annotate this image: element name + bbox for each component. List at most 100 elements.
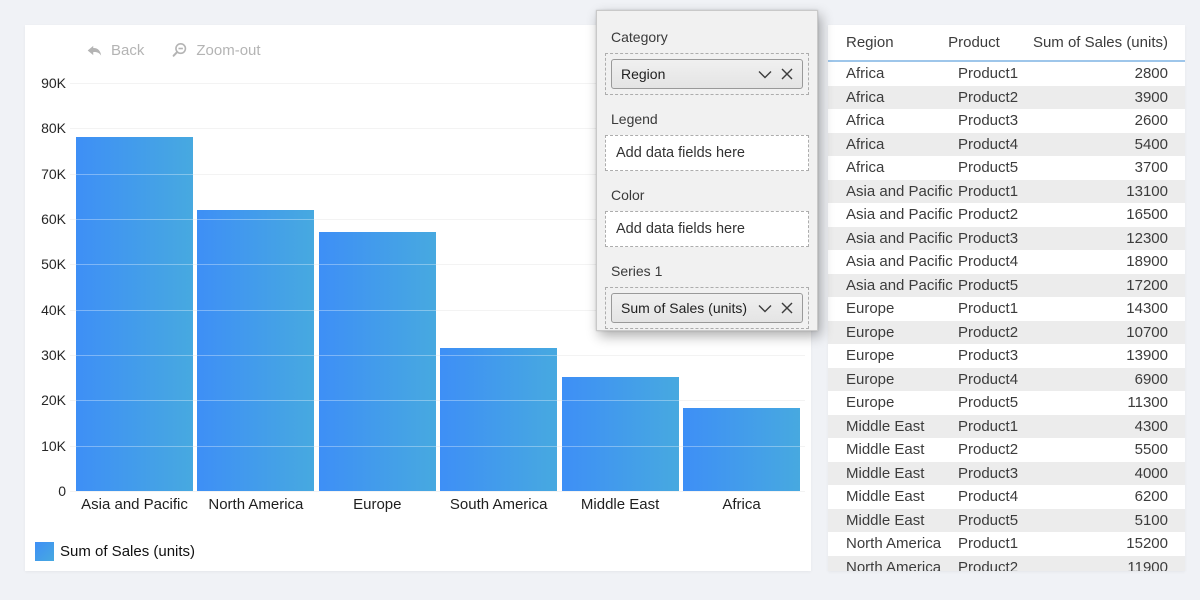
cell-product: Product1 [958, 418, 1051, 435]
cell-product: Product5 [958, 512, 1051, 529]
cell-region: Europe [828, 394, 958, 411]
cell-region: Europe [828, 347, 958, 364]
bar-asia-and-pacific[interactable] [76, 137, 193, 491]
cell-sales: 18900 [1051, 253, 1185, 270]
cell-product: Product2 [958, 559, 1051, 571]
cell-region: Middle East [828, 465, 958, 482]
table-row: Middle EastProduct46200 [828, 485, 1185, 509]
cell-product: Product3 [958, 465, 1051, 482]
cell-sales: 3900 [1051, 89, 1185, 106]
cell-sales: 6200 [1051, 488, 1185, 505]
bar-europe[interactable] [319, 232, 436, 491]
table-row: North AmericaProduct115200 [828, 532, 1185, 556]
cell-region: Africa [828, 159, 958, 176]
table-row: EuropeProduct114300 [828, 297, 1185, 321]
cell-product: Product3 [958, 112, 1051, 129]
gridline-overlay [70, 355, 805, 356]
cell-sales: 6900 [1051, 371, 1185, 388]
table-row: AfricaProduct12800 [828, 62, 1185, 86]
table-row: Middle EastProduct14300 [828, 415, 1185, 439]
back-button-label: Back [111, 42, 144, 59]
cell-sales: 17200 [1051, 277, 1185, 294]
cell-sales: 13100 [1051, 183, 1185, 200]
cell-sales: 2800 [1051, 65, 1185, 82]
y-axis-label: 80K [25, 120, 66, 136]
zoom-out-icon [170, 41, 189, 60]
cell-sales: 12300 [1051, 230, 1185, 247]
cell-region: Middle East [828, 418, 958, 435]
cell-product: Product5 [958, 277, 1051, 294]
y-axis-label: 70K [25, 166, 66, 182]
legend-dropzone[interactable]: Add data fields here [605, 135, 809, 171]
cell-region: Middle East [828, 488, 958, 505]
cell-sales: 16500 [1051, 206, 1185, 223]
series-1-dropdown[interactable]: Sum of Sales (units) [611, 293, 803, 323]
cell-region: Asia and Pacific [828, 230, 958, 247]
cell-product: Product2 [958, 441, 1051, 458]
cell-region: Africa [828, 136, 958, 153]
cell-region: Middle East [828, 441, 958, 458]
table-row: Asia and PacificProduct113100 [828, 180, 1185, 204]
series-1-field-slot: Sum of Sales (units) [605, 287, 809, 329]
cell-product: Product5 [958, 159, 1051, 176]
y-axis-label: 50K [25, 256, 66, 272]
cell-region: North America [828, 559, 958, 571]
cell-sales: 2600 [1051, 112, 1185, 129]
table-row: Asia and PacificProduct418900 [828, 250, 1185, 274]
back-icon [85, 41, 104, 60]
table-row: EuropeProduct46900 [828, 368, 1185, 392]
field-label-category: Category [611, 29, 803, 45]
bar-south-america[interactable] [440, 348, 557, 491]
chevron-down-icon[interactable] [758, 70, 772, 79]
x-axis-label: Europe [353, 496, 401, 513]
category-dropdown[interactable]: Region [611, 59, 803, 89]
gridline-overlay [70, 446, 805, 447]
table-row: Middle EastProduct25500 [828, 438, 1185, 462]
bar-africa[interactable] [683, 408, 800, 491]
column-header-product: Product [948, 34, 1033, 51]
cell-product: Product1 [958, 535, 1051, 552]
cell-product: Product3 [958, 230, 1051, 247]
cell-region: Asia and Pacific [828, 206, 958, 223]
cell-product: Product4 [958, 371, 1051, 388]
y-axis-label: 90K [25, 75, 66, 91]
y-axis-label: 30K [25, 347, 66, 363]
cell-product: Product5 [958, 394, 1051, 411]
back-button[interactable]: Back [85, 41, 144, 60]
y-axis-label: 60K [25, 211, 66, 227]
x-axis-label: South America [450, 496, 548, 513]
x-axis-label: Asia and Pacific [81, 496, 188, 513]
cell-region: Europe [828, 324, 958, 341]
y-axis-label: 20K [25, 392, 66, 408]
table-row: EuropeProduct511300 [828, 391, 1185, 415]
cell-region: North America [828, 535, 958, 552]
chart-toolbar: Back Zoom-out [85, 41, 261, 60]
cell-region: Asia and Pacific [828, 183, 958, 200]
chevron-down-icon[interactable] [758, 304, 772, 313]
bar-north-america[interactable] [197, 210, 314, 491]
field-panel: Category Region Legend Add data fields here… [596, 10, 818, 331]
cell-sales: 14300 [1051, 300, 1185, 317]
x-axis-label: Middle East [581, 496, 659, 513]
x-axis-label: North America [208, 496, 303, 513]
color-dropzone[interactable]: Add data fields here [605, 211, 809, 247]
cell-sales: 15200 [1051, 535, 1185, 552]
table-row: Middle EastProduct34000 [828, 462, 1185, 486]
cell-sales: 10700 [1051, 324, 1185, 341]
cell-product: Product2 [958, 324, 1051, 341]
cell-product: Product4 [958, 253, 1051, 270]
cell-sales: 5500 [1051, 441, 1185, 458]
cell-product: Product3 [958, 347, 1051, 364]
zoom-out-button[interactable]: Zoom-out [170, 41, 260, 60]
gridline-overlay [70, 400, 805, 401]
table-row: North AmericaProduct211900 [828, 556, 1185, 572]
field-label-legend: Legend [611, 111, 803, 127]
table-row: AfricaProduct32600 [828, 109, 1185, 133]
x-clear-icon[interactable] [781, 68, 793, 80]
table-row: Middle EastProduct55100 [828, 509, 1185, 533]
legend-label: Sum of Sales (units) [60, 543, 195, 560]
x-clear-icon[interactable] [781, 302, 793, 314]
cell-sales: 11300 [1051, 394, 1185, 411]
cell-sales: 4300 [1051, 418, 1185, 435]
bar-middle-east[interactable] [562, 377, 679, 491]
